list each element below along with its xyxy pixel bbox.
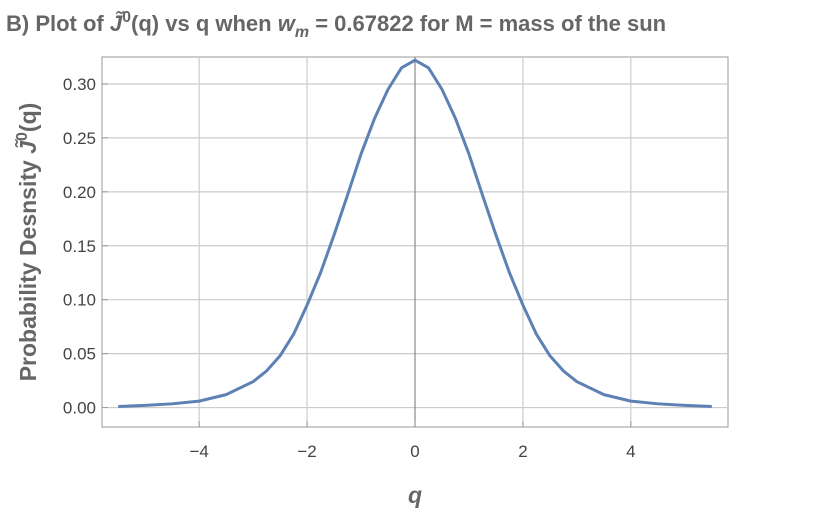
y-label-part: (q) [15, 103, 41, 132]
y-tick-label: 0.00 [63, 399, 96, 418]
title-part: (q) vs q when [131, 11, 278, 36]
x-tick-label: 4 [626, 442, 635, 461]
title-part: = 0.67822 for M = mass of the sun [309, 11, 666, 36]
y-label-part: Probability Desnsity [15, 154, 41, 382]
y-axis-label: Probability Desnsity J̃0(q) [14, 103, 41, 382]
y-tick-label: 0.25 [63, 129, 96, 148]
x-tick-label: 0 [410, 442, 419, 461]
title-part: w [278, 11, 297, 36]
x-tick-label: −2 [297, 442, 316, 461]
title-part: B) Plot of [6, 11, 110, 36]
x-tick-label: −4 [189, 442, 208, 461]
y-label-part: 0 [14, 132, 31, 141]
title-part: m [295, 24, 309, 41]
x-axis-label: q [408, 482, 422, 508]
data-line [118, 58, 712, 408]
chart-title: B) Plot of J̃0(q) vs q when wm = 0.67822… [6, 9, 666, 41]
y-tick-label: 0.15 [63, 237, 96, 256]
title-part: J̃ [110, 11, 124, 36]
y-tick-label: 0.05 [63, 345, 96, 364]
y-tick-label: 0.20 [63, 183, 96, 202]
y-tick-label: 0.10 [63, 291, 96, 310]
y-label-part: J̃ [14, 139, 41, 154]
y-tick-label: 0.30 [63, 75, 96, 94]
x-tick-label: 2 [518, 442, 527, 461]
title-part: 0 [122, 9, 131, 26]
